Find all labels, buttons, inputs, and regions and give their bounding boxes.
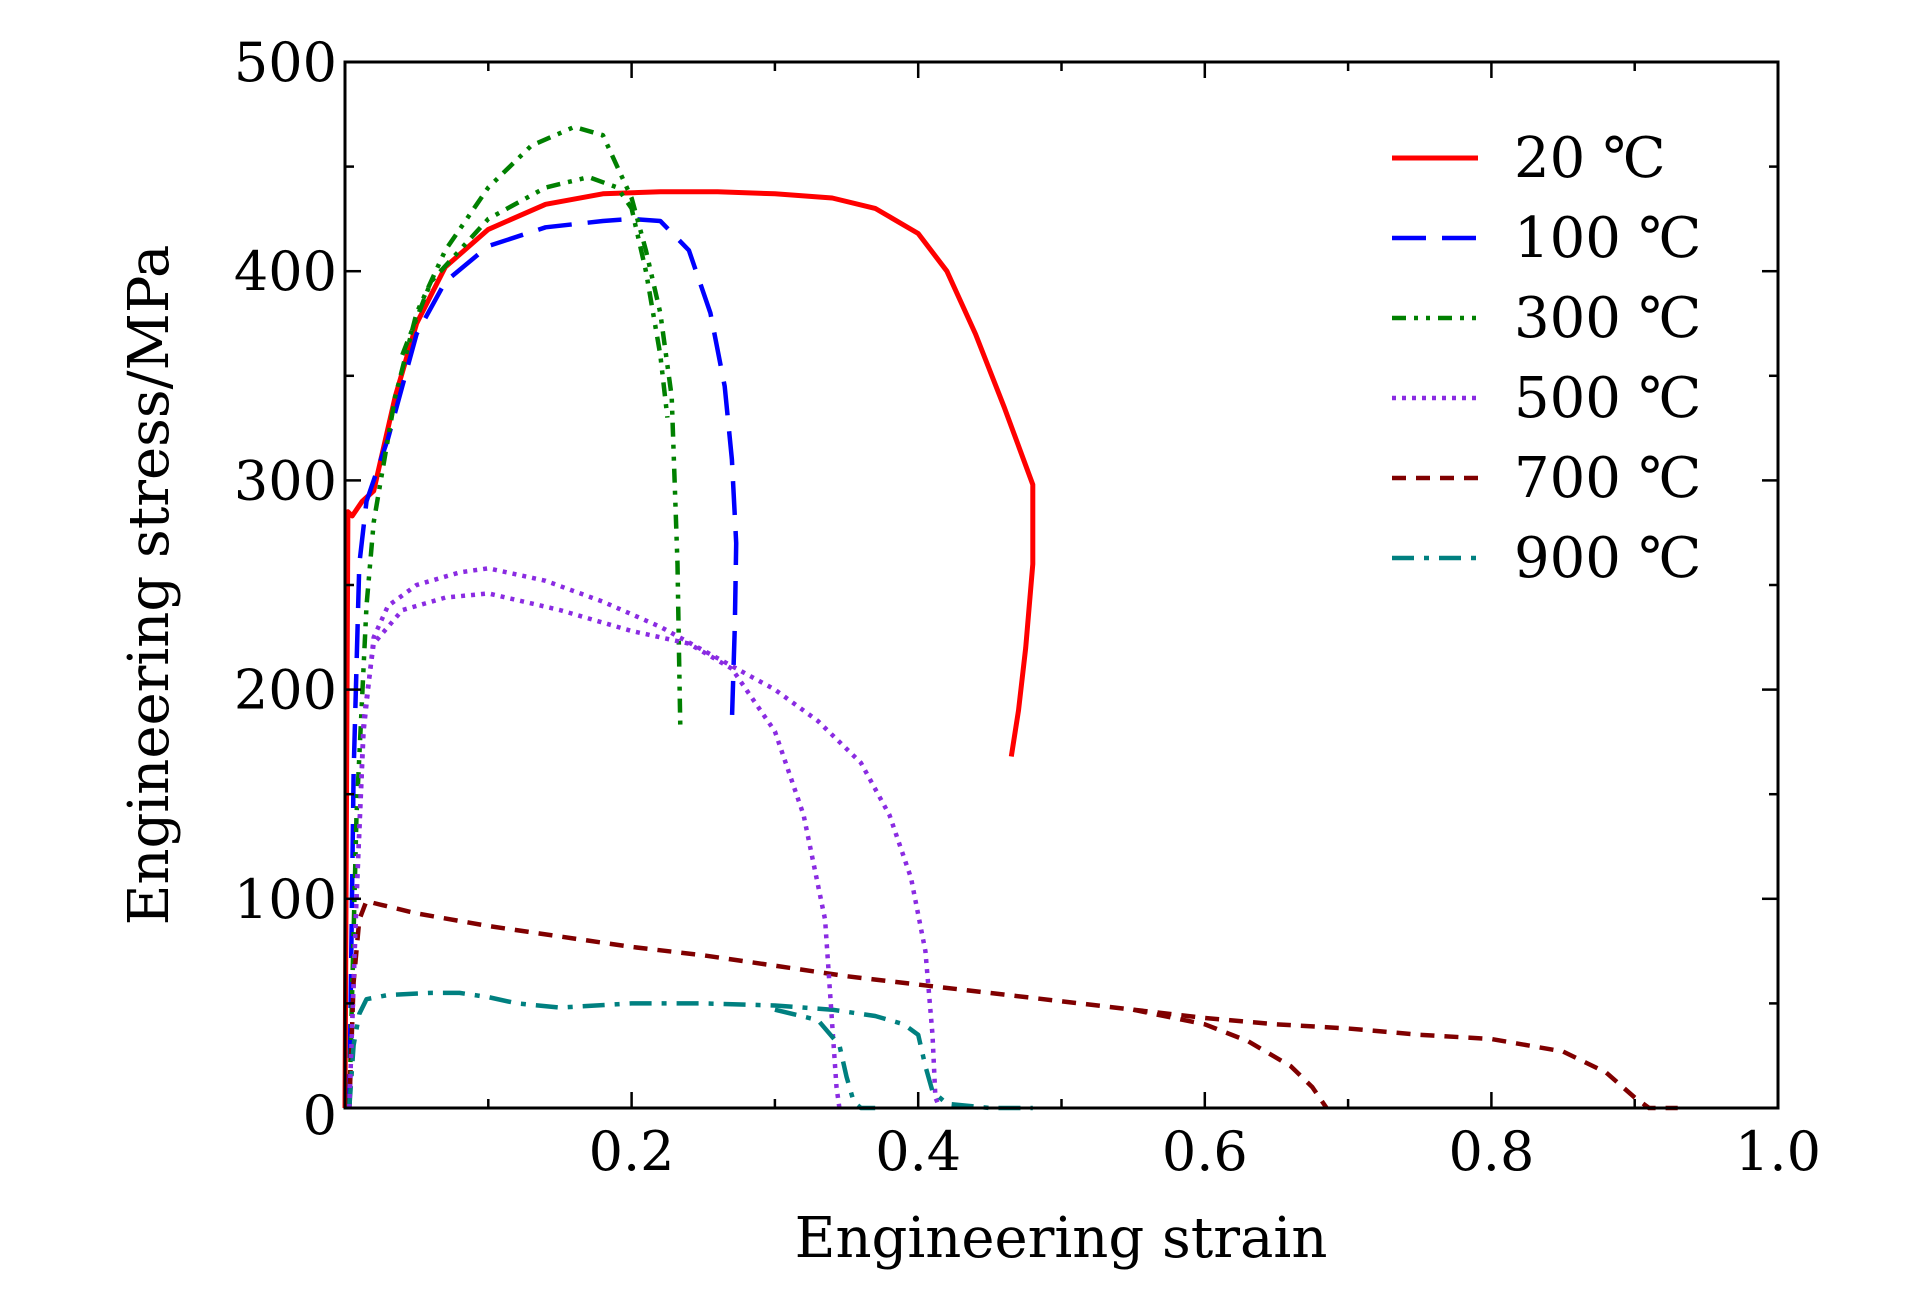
series-line-8: [774, 1007, 876, 1111]
x-tick-label: 0.8: [1448, 1120, 1534, 1183]
legend-item-500: 500 ℃: [1392, 366, 1701, 431]
legend-label: 500 ℃: [1514, 366, 1701, 431]
y-tick-label: 400: [234, 240, 337, 303]
ticks-layer: [343, 60, 1780, 1110]
legend-item-900: 900 ℃: [1392, 526, 1701, 591]
legend-label: 900 ℃: [1514, 526, 1701, 591]
series-line-20: [342, 189, 1036, 1109]
legend-label: 300 ℃: [1514, 286, 1701, 351]
y-tick-label: 200: [234, 659, 337, 722]
x-tick-label: 0.4: [875, 1120, 961, 1183]
legend-label: 100 ℃: [1514, 206, 1701, 271]
legend-label: 20 ℃: [1514, 126, 1666, 191]
x-tick-label: 0.2: [589, 1120, 675, 1183]
x-tick-label: 1.0: [1735, 1120, 1821, 1183]
x-tick-label: 0.6: [1162, 1120, 1248, 1183]
y-tick-label: 300: [234, 449, 337, 512]
series-line-7: [1132, 1007, 1329, 1110]
y-axis-label: Engineering stress/MPa: [117, 245, 182, 926]
series-line-700: [347, 898, 1678, 1111]
series-line-500: [347, 566, 942, 1109]
legend-item-20: 20 ℃: [1392, 126, 1666, 191]
legend-item-700: 700 ℃: [1392, 446, 1701, 511]
y-tick-label: 500: [234, 31, 337, 94]
series-layer: [342, 124, 1678, 1111]
series-line-100: [347, 216, 739, 1109]
y-tick-label: 100: [234, 868, 337, 931]
legend-item-300: 300 ℃: [1392, 286, 1701, 351]
legend-item-100: 100 ℃: [1392, 206, 1701, 271]
legend-label: 700 ℃: [1514, 446, 1701, 511]
series-line-900: [347, 990, 1033, 1111]
legend: 20 ℃ 100 ℃ 300 ℃ 500 ℃ 700 ℃ 900 ℃: [1392, 126, 1701, 591]
y-tick-label: 0: [303, 1084, 337, 1147]
series-line-6: [347, 591, 842, 1109]
x-axis-label: Engineering strain: [795, 1206, 1328, 1271]
tick-label-layer: 0.2 0.4 0.6 0.8 1.0 0 100 200 300 400 500: [234, 31, 1821, 1183]
series-line-9: [400, 174, 670, 418]
